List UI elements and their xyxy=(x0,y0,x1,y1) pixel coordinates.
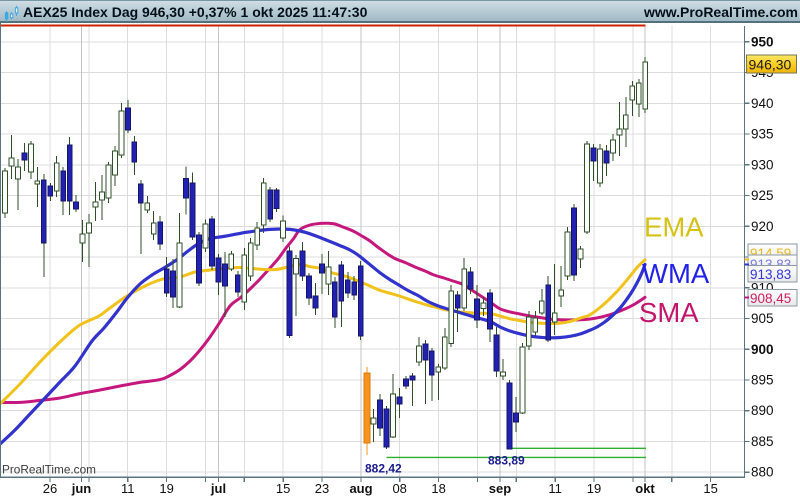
svg-text:883,89: 883,89 xyxy=(488,454,525,468)
svg-text:913,83: 913,83 xyxy=(750,267,791,282)
svg-text:940: 940 xyxy=(751,96,774,111)
svg-text:aug: aug xyxy=(349,481,372,496)
svg-text:15: 15 xyxy=(276,481,290,496)
svg-text:11: 11 xyxy=(548,481,562,496)
svg-text:908,45: 908,45 xyxy=(750,291,791,306)
svg-text:18: 18 xyxy=(431,481,445,496)
svg-text:880: 880 xyxy=(751,465,774,480)
svg-text:895: 895 xyxy=(751,373,774,388)
svg-text:900: 900 xyxy=(751,342,774,357)
svg-text:WMA: WMA xyxy=(642,258,710,289)
svg-text:19: 19 xyxy=(159,481,173,496)
svg-text:920: 920 xyxy=(751,219,774,234)
svg-text:15: 15 xyxy=(703,481,717,496)
svg-text:935: 935 xyxy=(751,127,774,142)
svg-text:885: 885 xyxy=(751,434,774,449)
svg-text:905: 905 xyxy=(751,311,774,326)
svg-text:sep: sep xyxy=(489,481,511,496)
svg-text:jul: jul xyxy=(210,481,226,496)
svg-text:930: 930 xyxy=(751,157,774,172)
svg-text:ProRealTime.com: ProRealTime.com xyxy=(2,463,96,477)
svg-text:925: 925 xyxy=(751,188,774,203)
svg-text:26: 26 xyxy=(43,481,57,496)
svg-text:890: 890 xyxy=(751,403,774,418)
svg-text:950: 950 xyxy=(751,34,774,49)
svg-text:19: 19 xyxy=(587,481,601,496)
svg-text:EMA: EMA xyxy=(644,212,704,243)
svg-text:SMA: SMA xyxy=(639,297,699,328)
svg-text:jun: jun xyxy=(71,481,92,496)
svg-text:23: 23 xyxy=(315,481,329,496)
svg-text:okt: okt xyxy=(635,481,655,496)
svg-text:946,30: 946,30 xyxy=(749,57,792,73)
svg-text:08: 08 xyxy=(392,481,406,496)
svg-text:11: 11 xyxy=(121,481,135,496)
svg-text:882,42: 882,42 xyxy=(365,462,402,476)
